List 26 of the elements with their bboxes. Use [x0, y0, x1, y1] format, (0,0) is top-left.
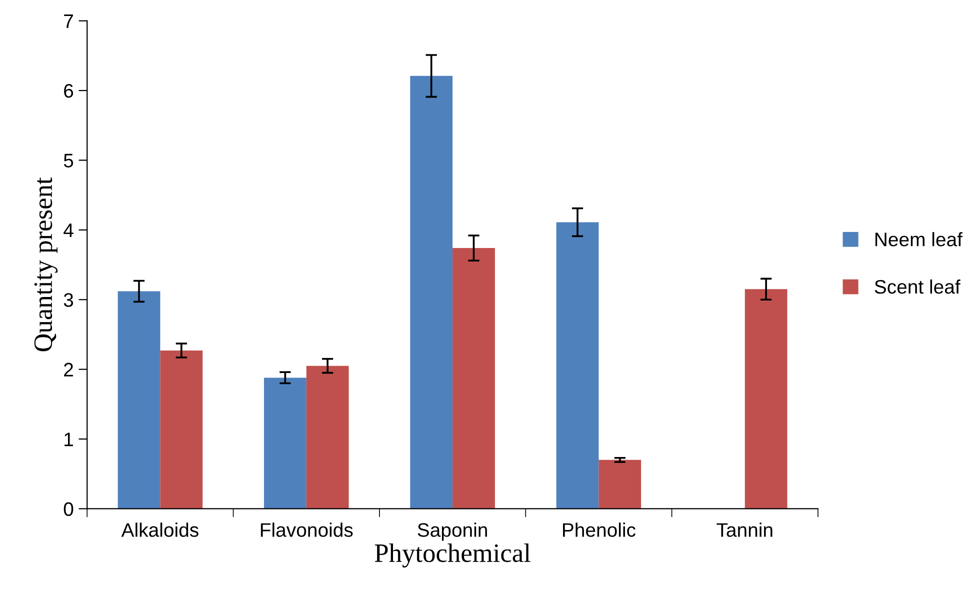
- bar: [598, 460, 642, 509]
- y-tick-label: 1: [64, 432, 73, 446]
- bar: [744, 289, 788, 509]
- y-tick-label: 7: [64, 14, 73, 28]
- legend-label: Scent leaf: [874, 279, 960, 294]
- bar: [306, 366, 349, 509]
- y-tick-label: 0: [64, 502, 74, 516]
- x-tick-label: Alkaloids: [121, 522, 198, 537]
- x-tick-label: Phenolic: [563, 522, 636, 537]
- y-tick-label: 2: [64, 362, 73, 376]
- y-tick-label: 3: [64, 293, 74, 307]
- bar: [118, 291, 160, 509]
- bar: [556, 222, 599, 509]
- bar: [410, 76, 453, 509]
- x-tick-label: Flavonoids: [260, 522, 353, 537]
- x-tick-label: Tannin: [716, 522, 772, 537]
- bar: [452, 248, 495, 509]
- y-axis-title: Quantity present: [34, 177, 58, 352]
- legend-label: Neem leaf: [875, 232, 963, 246]
- y-tick-label: 6: [64, 84, 74, 98]
- bar: [160, 350, 203, 509]
- bar: [264, 378, 306, 509]
- y-tick-label: 4: [64, 224, 74, 237]
- y-tick-label: 5: [64, 154, 74, 168]
- x-axis-title: Phytochemical: [374, 544, 530, 568]
- x-tick-label: Saponin: [418, 522, 487, 541]
